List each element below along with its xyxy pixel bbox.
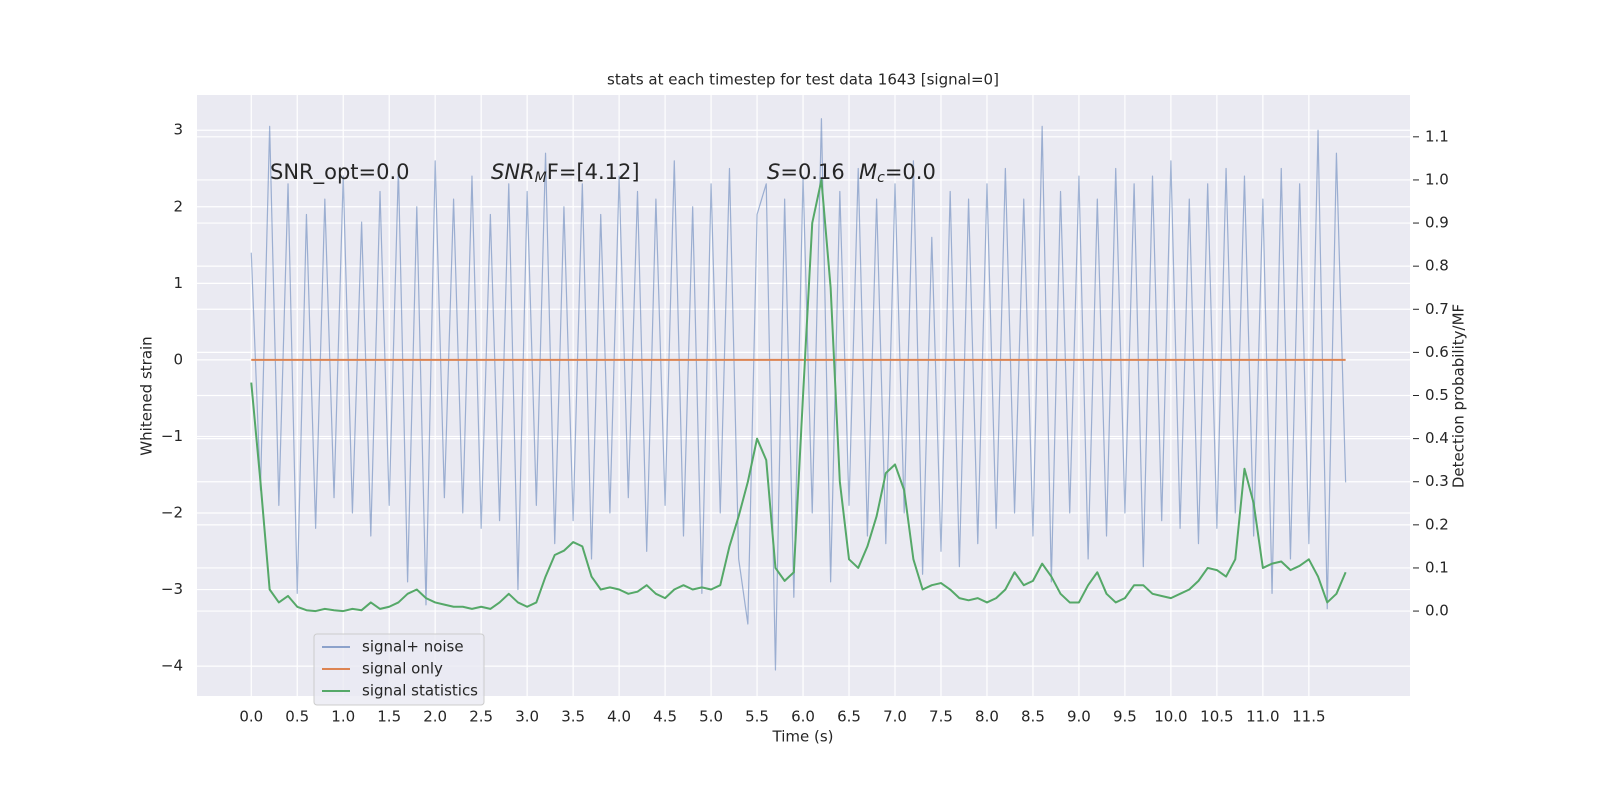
series-line	[250, 118, 1347, 671]
y2-tick-label: 1.1	[1425, 127, 1449, 145]
y2-tick-label: 0.2	[1425, 515, 1449, 533]
y2-tick-label: 0.4	[1425, 429, 1449, 447]
y-tick-label: 1	[173, 274, 183, 292]
annotation-part: SNR_opt=0.0	[270, 160, 410, 185]
x-tick-label: 10.0	[1154, 708, 1187, 726]
y2-tick-label: 0.5	[1425, 386, 1449, 404]
legend-label: signal only	[362, 660, 443, 678]
y-tick-label: 3	[173, 121, 183, 139]
y2-tick-label: 0.7	[1425, 300, 1449, 318]
x-tick-label: 0.5	[285, 708, 309, 726]
x-tick-label: 1.5	[377, 708, 401, 726]
x-tick-label: 9.0	[1067, 708, 1091, 726]
annotation-part: SNR	[491, 160, 535, 184]
y-tick-label: 2	[173, 197, 183, 215]
x-axis-label: Time (s)	[772, 728, 834, 746]
legend-label: signal statistics	[362, 682, 478, 700]
annotation-part: M	[859, 160, 877, 184]
x-tick-label: 6.5	[837, 708, 861, 726]
annotation: Mc=0.0	[859, 160, 936, 186]
marks	[250, 118, 1347, 671]
x-tick-label: 8.0	[975, 708, 999, 726]
x-tick-label: 4.0	[607, 708, 631, 726]
x-tick-label: 3.0	[515, 708, 539, 726]
y2-tick-label: 1.0	[1425, 170, 1449, 188]
x-tick-label: 1.0	[331, 708, 355, 726]
x-tick-label: 2.0	[423, 708, 447, 726]
y-tick-label: −2	[161, 504, 183, 522]
legend-frame	[313, 633, 485, 706]
y2-tick-label: 0.3	[1425, 472, 1449, 490]
chart-title: stats at each timestep for test data 164…	[607, 71, 999, 89]
x-tick-label: 6.0	[791, 708, 815, 726]
x-tick-label: 0.0	[239, 708, 263, 726]
y-tick-label: −3	[161, 580, 183, 598]
y2-tick-label: 0.9	[1425, 214, 1449, 232]
x-tick-label: 3.5	[561, 708, 585, 726]
y-tick-label: −1	[161, 427, 183, 445]
y-tick-label: 0	[173, 350, 183, 368]
legend-label: signal+ noise	[362, 638, 464, 656]
y2-tick-label: 0.6	[1425, 343, 1449, 361]
y-axis-label: Whitened strain	[138, 336, 156, 455]
annotation: SNRMF=[4.12]	[491, 160, 640, 186]
annotation-part: c	[877, 170, 885, 186]
x-tick-label: 5.0	[699, 708, 723, 726]
annotation-part: M	[535, 170, 547, 186]
x-tick-label: 9.5	[1113, 708, 1137, 726]
y2-tick-label: 0.1	[1425, 558, 1449, 576]
annotation: SNR_opt=0.0	[270, 160, 410, 185]
legend: signal+ noise signal only signal statistic…	[313, 633, 485, 706]
series-line	[250, 178, 1347, 613]
y2-tick-label: 0.8	[1425, 257, 1449, 275]
x-tick-label: 7.0	[883, 708, 907, 726]
x-tick-label: 11.0	[1246, 708, 1279, 726]
annotation-part: =0.0	[885, 160, 936, 184]
x-tick-label: 7.5	[929, 708, 953, 726]
annotation-part: F=[4.12]	[547, 160, 640, 184]
x-tick-label: 2.5	[469, 708, 493, 726]
y2-tick-label: 0.0	[1425, 602, 1449, 620]
y2-axis-label: Detection probability/MF	[1450, 304, 1468, 488]
x-tick-label: 5.5	[745, 708, 769, 726]
x-tick-label: 11.5	[1292, 708, 1325, 726]
annotation-part: =0.16	[780, 160, 844, 184]
annotation: S=0.16	[767, 160, 845, 184]
x-tick-label: 8.5	[1021, 708, 1045, 726]
x-tick-label: 10.5	[1200, 708, 1233, 726]
x-tick-label: 4.5	[653, 708, 677, 726]
y-tick-label: −4	[161, 657, 183, 675]
annotation-part: S	[767, 160, 780, 184]
